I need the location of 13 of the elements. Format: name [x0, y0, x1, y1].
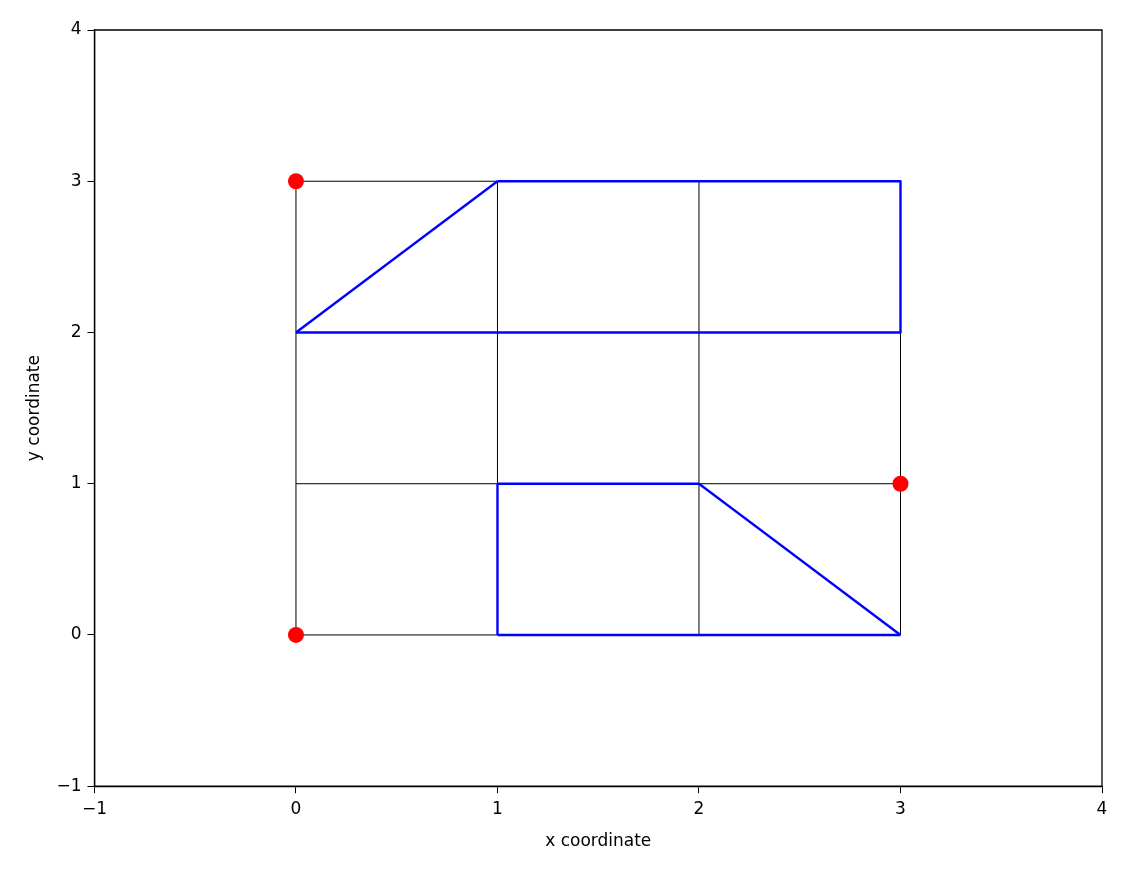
y-tick-label: −1: [56, 774, 82, 795]
x-axis-title: x coordinate: [545, 830, 652, 851]
y-tick-label: 2: [70, 320, 82, 341]
x-tick-label: 2: [693, 797, 705, 818]
y-tick-label: 0: [70, 623, 82, 644]
x-tick-label: 3: [895, 797, 906, 818]
y-tick-label: 4: [70, 18, 82, 39]
y-tick-label: 1: [70, 472, 82, 493]
y-tick-label: 3: [70, 169, 82, 190]
x-tick-label: 0: [290, 797, 302, 818]
x-tick-label: 1: [492, 797, 503, 818]
y-axis-title: y coordinate: [22, 355, 43, 462]
x-tick-label: 4: [1096, 797, 1108, 818]
